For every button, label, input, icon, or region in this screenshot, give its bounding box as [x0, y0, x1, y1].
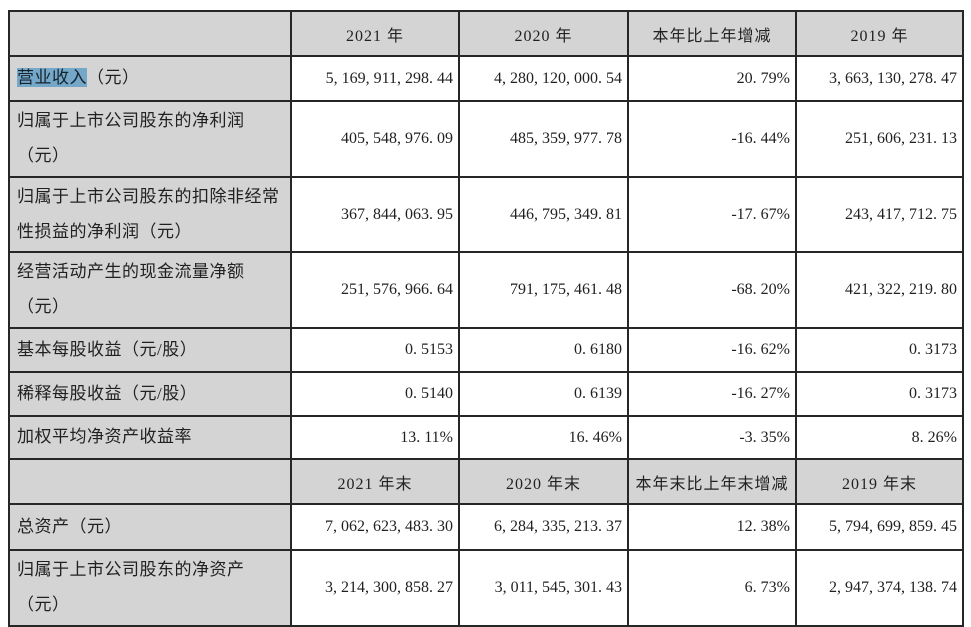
cell-basic-eps-2019: 0. 3173 — [795, 327, 964, 374]
cell-operating-cash-flow-2021: 251, 576, 966. 64 — [290, 251, 460, 330]
header-yoy-change: 本年比上年增减 — [627, 10, 797, 57]
header-2019: 2019 年 — [795, 10, 964, 57]
table-row-total-assets: 总资产（元） 7, 062, 623, 483. 30 6, 284, 335,… — [8, 503, 964, 552]
cell-net-assets-2021: 3, 214, 300, 858. 27 — [290, 549, 460, 627]
cell-basic-eps-2021: 0. 5153 — [290, 327, 460, 374]
cell-net-profit-2020: 485, 359, 977. 78 — [458, 100, 629, 178]
header-blank — [8, 10, 292, 57]
cell-diluted-eps-change: -16. 27% — [627, 371, 797, 418]
eoy-header-row: 2021 年末 2020 年末 本年末比上年末增减 2019 年末 — [8, 458, 964, 506]
row-label-diluted-eps: 稀释每股收益（元/股） — [8, 371, 292, 418]
table-row-net-profit: 归属于上市公司股东的净利润（元） 405, 548, 976. 09 485, … — [8, 100, 964, 178]
row-label-basic-eps: 基本每股收益（元/股） — [8, 327, 292, 374]
header-2021: 2021 年 — [290, 10, 460, 57]
cell-total-assets-2019: 5, 794, 699, 859. 45 — [795, 503, 964, 552]
cell-weighted-avg-roe-2020: 16. 46% — [458, 415, 629, 461]
annual-header-row: 2021 年 2020 年 本年比上年增减 2019 年 — [8, 10, 964, 57]
cell-net-assets-change: 6. 73% — [627, 549, 797, 627]
cell-total-assets-2021: 7, 062, 623, 483. 30 — [290, 503, 460, 552]
cell-basic-eps-2020: 0. 6180 — [458, 327, 629, 374]
table-row-basic-eps: 基本每股收益（元/股） 0. 5153 0. 6180 -16. 62% 0. … — [8, 327, 964, 374]
cell-revenue-2021: 5, 169, 911, 298. 44 — [290, 55, 460, 102]
table-row-revenue: 营业收入（元） 5, 169, 911, 298. 44 4, 280, 120… — [8, 55, 964, 102]
row-label-revenue: 营业收入（元） — [8, 55, 292, 102]
financial-report-page: 2021 年 2020 年 本年比上年增减 2019 年 营业收入（元） 5, … — [8, 10, 964, 627]
row-label-net-profit: 归属于上市公司股东的净利润（元） — [8, 100, 292, 178]
header-eoy-2020: 2020 年末 — [458, 458, 629, 506]
cell-weighted-avg-roe-change: -3. 35% — [627, 415, 797, 461]
key-financials-table: 2021 年 2020 年 本年比上年增减 2019 年 营业收入（元） 5, … — [8, 10, 964, 627]
cell-deducted-net-profit-2021: 367, 844, 063. 95 — [290, 175, 460, 254]
row-label-deducted-net-profit: 归属于上市公司股东的扣除非经常性损益的净利润（元） — [8, 175, 292, 254]
cell-operating-cash-flow-change: -68. 20% — [627, 251, 797, 330]
header-eoy-2019: 2019 年末 — [795, 458, 964, 506]
cell-deducted-net-profit-change: -17. 67% — [627, 175, 797, 254]
cell-total-assets-2020: 6, 284, 335, 213. 37 — [458, 503, 629, 552]
cell-net-assets-2019: 2, 947, 374, 138. 74 — [795, 549, 964, 627]
cell-basic-eps-change: -16. 62% — [627, 327, 797, 374]
cell-revenue-change: 20. 79% — [627, 55, 797, 102]
header-eoy-blank — [8, 458, 292, 506]
row-label-total-assets: 总资产（元） — [8, 503, 292, 552]
cell-total-assets-change: 12. 38% — [627, 503, 797, 552]
table-row-diluted-eps: 稀释每股收益（元/股） 0. 5140 0. 6139 -16. 27% 0. … — [8, 371, 964, 418]
cell-net-profit-2019: 251, 606, 231. 13 — [795, 100, 964, 178]
cell-diluted-eps-2019: 0. 3173 — [795, 371, 964, 418]
row-label-operating-cash-flow: 经营活动产生的现金流量净额（元） — [8, 251, 292, 330]
cell-net-profit-2021: 405, 548, 976. 09 — [290, 100, 460, 178]
table-row-weighted-avg-roe: 加权平均净资产收益率 13. 11% 16. 46% -3. 35% 8. 26… — [8, 415, 964, 461]
cell-revenue-2020: 4, 280, 120, 000. 54 — [458, 55, 629, 102]
cell-net-profit-change: -16. 44% — [627, 100, 797, 178]
cell-weighted-avg-roe-2019: 8. 26% — [795, 415, 964, 461]
cell-diluted-eps-2020: 0. 6139 — [458, 371, 629, 418]
cell-diluted-eps-2021: 0. 5140 — [290, 371, 460, 418]
header-eoy-2021: 2021 年末 — [290, 458, 460, 506]
row-label-rest: （元） — [87, 68, 140, 88]
row-label-net-assets: 归属于上市公司股东的净资产（元） — [8, 549, 292, 627]
cell-deducted-net-profit-2019: 243, 417, 712. 75 — [795, 175, 964, 254]
header-2020: 2020 年 — [458, 10, 629, 57]
table-row-deducted-net-profit: 归属于上市公司股东的扣除非经常性损益的净利润（元） 367, 844, 063.… — [8, 175, 964, 254]
table-row-operating-cash-flow: 经营活动产生的现金流量净额（元） 251, 576, 966. 64 791, … — [8, 251, 964, 330]
cell-net-assets-2020: 3, 011, 545, 301. 43 — [458, 549, 629, 627]
header-eoy-change: 本年末比上年末增减 — [627, 458, 797, 506]
cell-revenue-2019: 3, 663, 130, 278. 47 — [795, 55, 964, 102]
cell-operating-cash-flow-2020: 791, 175, 461. 48 — [458, 251, 629, 330]
selected-text-highlight: 营业收入 — [17, 68, 87, 88]
cell-deducted-net-profit-2020: 446, 795, 349. 81 — [458, 175, 629, 254]
table-row-net-assets: 归属于上市公司股东的净资产（元） 3, 214, 300, 858. 27 3,… — [8, 549, 964, 627]
row-label-weighted-avg-roe: 加权平均净资产收益率 — [8, 415, 292, 461]
cell-weighted-avg-roe-2021: 13. 11% — [290, 415, 460, 461]
cell-operating-cash-flow-2019: 421, 322, 219. 80 — [795, 251, 964, 330]
